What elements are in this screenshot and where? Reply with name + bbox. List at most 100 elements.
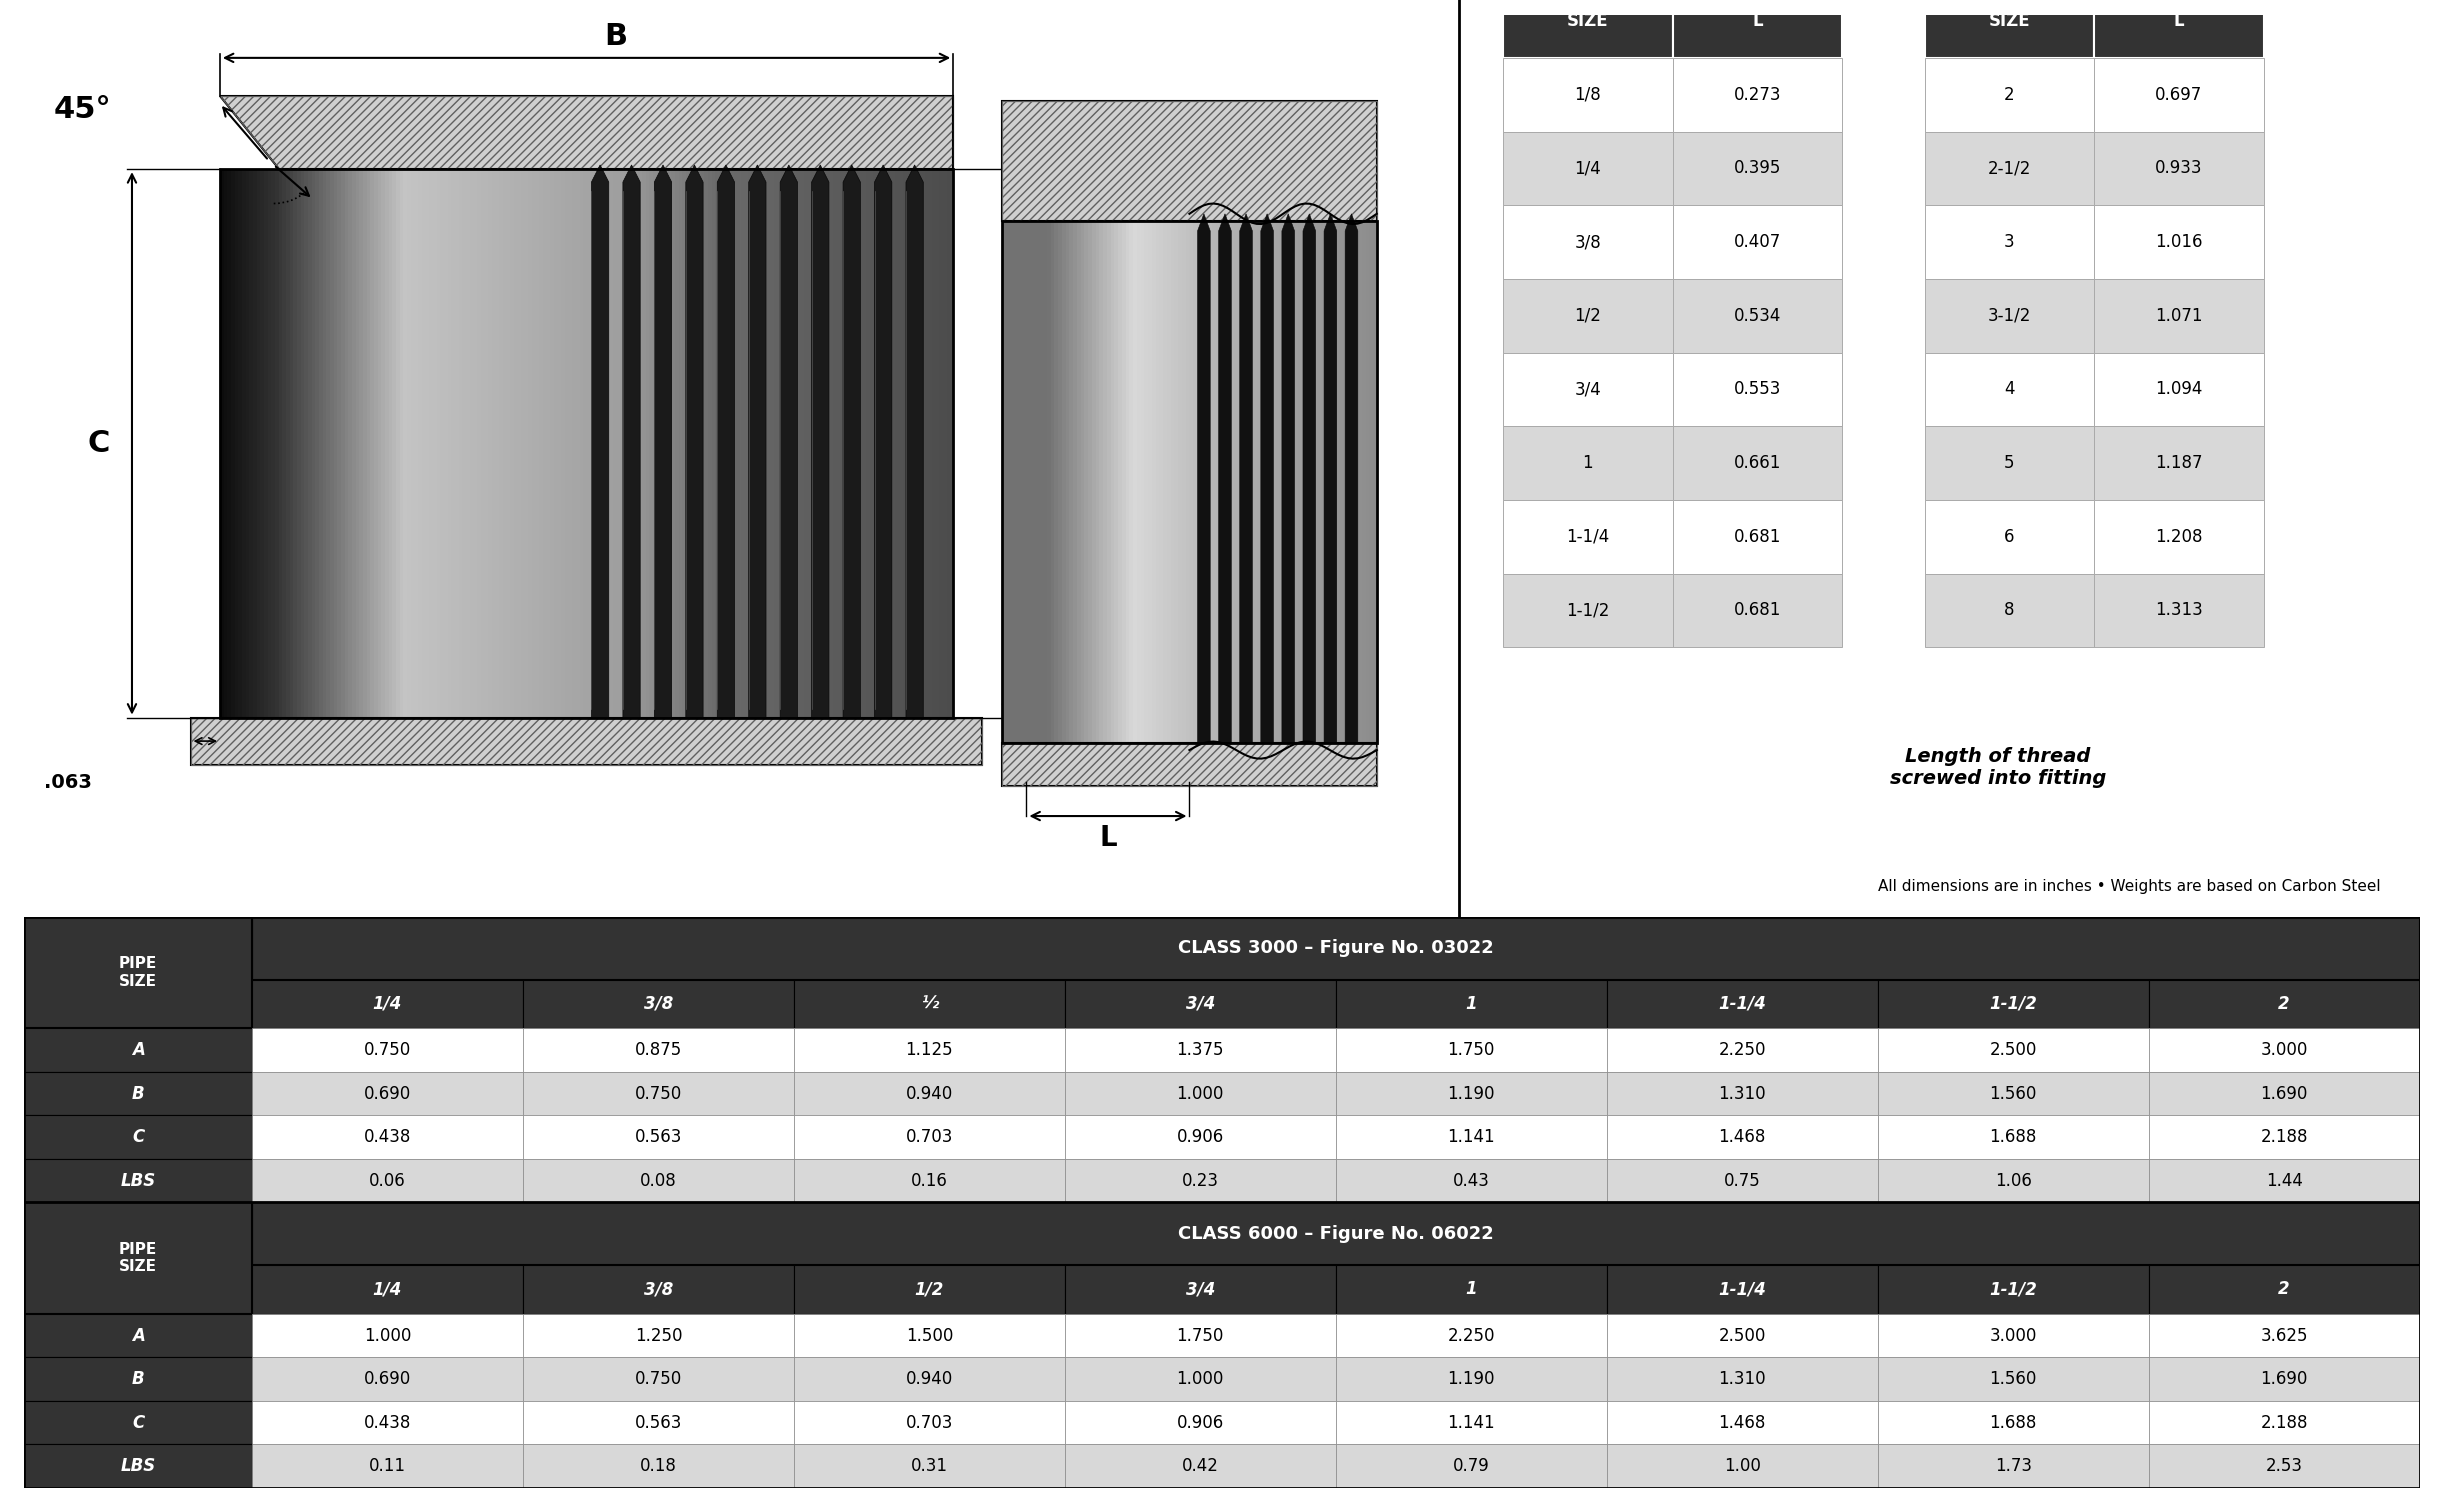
Text: 0.875: 0.875 (635, 1042, 682, 1060)
Polygon shape (687, 165, 704, 717)
Bar (1877, 1072, 2148, 1115)
Bar (1672, 353, 1843, 427)
Polygon shape (1261, 213, 1273, 744)
Polygon shape (1283, 213, 1295, 744)
Text: 1/2: 1/2 (1574, 307, 1601, 325)
Text: 1.44: 1.44 (2266, 1172, 2302, 1190)
Bar (2095, 206, 2263, 280)
Bar (252, 1314, 523, 1357)
Bar (2148, 1115, 2420, 1159)
Text: 0.42: 0.42 (1183, 1458, 1220, 1476)
Bar (1926, 0, 2095, 57)
Text: 0.16: 0.16 (912, 1172, 948, 1190)
Text: 1.094: 1.094 (2156, 380, 2202, 398)
Text: 0.23: 0.23 (1183, 1172, 1220, 1190)
Text: 1-1/2: 1-1/2 (1989, 995, 2038, 1013)
Text: 0.933: 0.933 (2156, 159, 2202, 177)
Bar (1503, 0, 1672, 57)
Bar (24, 1115, 252, 1159)
Bar (1877, 1159, 2148, 1202)
Bar (24, 1314, 252, 1357)
Bar (523, 1266, 794, 1314)
Text: 0.906: 0.906 (1176, 1414, 1224, 1432)
Text: 1-1/2: 1-1/2 (1989, 1281, 2038, 1299)
Text: 1.313: 1.313 (2156, 601, 2202, 619)
Bar (1672, 280, 1843, 353)
Text: 1-1/4: 1-1/4 (1718, 995, 1767, 1013)
Bar (1606, 1072, 1877, 1115)
Bar (1926, 57, 2095, 132)
Text: 1.690: 1.690 (2261, 1371, 2307, 1389)
Text: 3/4: 3/4 (1185, 995, 1215, 1013)
Text: 0.395: 0.395 (1733, 159, 1782, 177)
Text: 3.625: 3.625 (2261, 1327, 2307, 1345)
Text: 1/4: 1/4 (374, 1281, 403, 1299)
Bar (794, 1159, 1066, 1202)
Bar (1672, 57, 1843, 132)
Bar (2148, 1314, 2420, 1357)
Bar (523, 1028, 794, 1072)
Text: 1.06: 1.06 (1994, 1172, 2031, 1190)
Text: C: C (132, 1414, 144, 1432)
Bar (794, 1401, 1066, 1444)
Text: ½: ½ (921, 995, 938, 1013)
Text: 0.750: 0.750 (364, 1042, 411, 1060)
Text: 1.310: 1.310 (1718, 1085, 1767, 1103)
Bar (1606, 1159, 1877, 1202)
Text: 3/8: 3/8 (643, 1281, 672, 1299)
Bar (1066, 1357, 1337, 1401)
Bar (1002, 101, 1376, 221)
Text: Length of thread
screwed into fitting: Length of thread screwed into fitting (1889, 747, 2107, 788)
Bar (1066, 980, 1337, 1028)
Text: 3-1/2: 3-1/2 (1987, 307, 2031, 325)
Text: 1.560: 1.560 (1989, 1085, 2036, 1103)
Bar (252, 1357, 523, 1401)
Bar (252, 1202, 2420, 1266)
Bar (1926, 206, 2095, 280)
Text: 1.016: 1.016 (2156, 233, 2202, 251)
Text: 1.468: 1.468 (1718, 1129, 1767, 1147)
Text: 1: 1 (1584, 454, 1593, 472)
Bar (24, 1028, 252, 1072)
Text: 3: 3 (2004, 233, 2014, 251)
Bar (2148, 1028, 2420, 1072)
Text: 0.681: 0.681 (1733, 528, 1782, 546)
Text: A: A (1026, 428, 1051, 458)
Text: 0.750: 0.750 (635, 1085, 682, 1103)
Bar (1337, 1401, 1606, 1444)
Text: 1.208: 1.208 (2156, 528, 2202, 546)
Bar (1606, 1357, 1877, 1401)
Text: 3/4: 3/4 (1185, 1281, 1215, 1299)
Text: 0.438: 0.438 (364, 1414, 411, 1432)
Text: 5: 5 (2004, 454, 2014, 472)
Text: 0.534: 0.534 (1733, 307, 1782, 325)
Polygon shape (748, 165, 765, 717)
Bar (24, 1401, 252, 1444)
Bar (2095, 57, 2263, 132)
Text: 2.188: 2.188 (2261, 1129, 2307, 1147)
Text: PIPE
SIZE: PIPE SIZE (120, 956, 156, 989)
Bar (191, 717, 982, 765)
Bar (24, 1072, 252, 1115)
Text: 8: 8 (2004, 601, 2014, 619)
Text: B: B (604, 23, 628, 51)
Text: 1.125: 1.125 (907, 1042, 953, 1060)
Bar (24, 1202, 252, 1314)
Bar (1926, 574, 2095, 648)
Bar (1002, 221, 1376, 744)
Bar (523, 1357, 794, 1401)
Polygon shape (780, 165, 797, 717)
Bar (1337, 1028, 1606, 1072)
Polygon shape (875, 165, 892, 717)
Polygon shape (623, 165, 640, 717)
Bar (24, 1159, 252, 1202)
Bar (1926, 500, 2095, 574)
Text: B: B (132, 1085, 144, 1103)
Bar (523, 1314, 794, 1357)
Bar (1877, 1401, 2148, 1444)
Text: LBS: LBS (120, 1172, 156, 1190)
Text: 1.73: 1.73 (1994, 1458, 2031, 1476)
Bar (1066, 1072, 1337, 1115)
Text: 0.697: 0.697 (2156, 86, 2202, 104)
Bar (1877, 980, 2148, 1028)
